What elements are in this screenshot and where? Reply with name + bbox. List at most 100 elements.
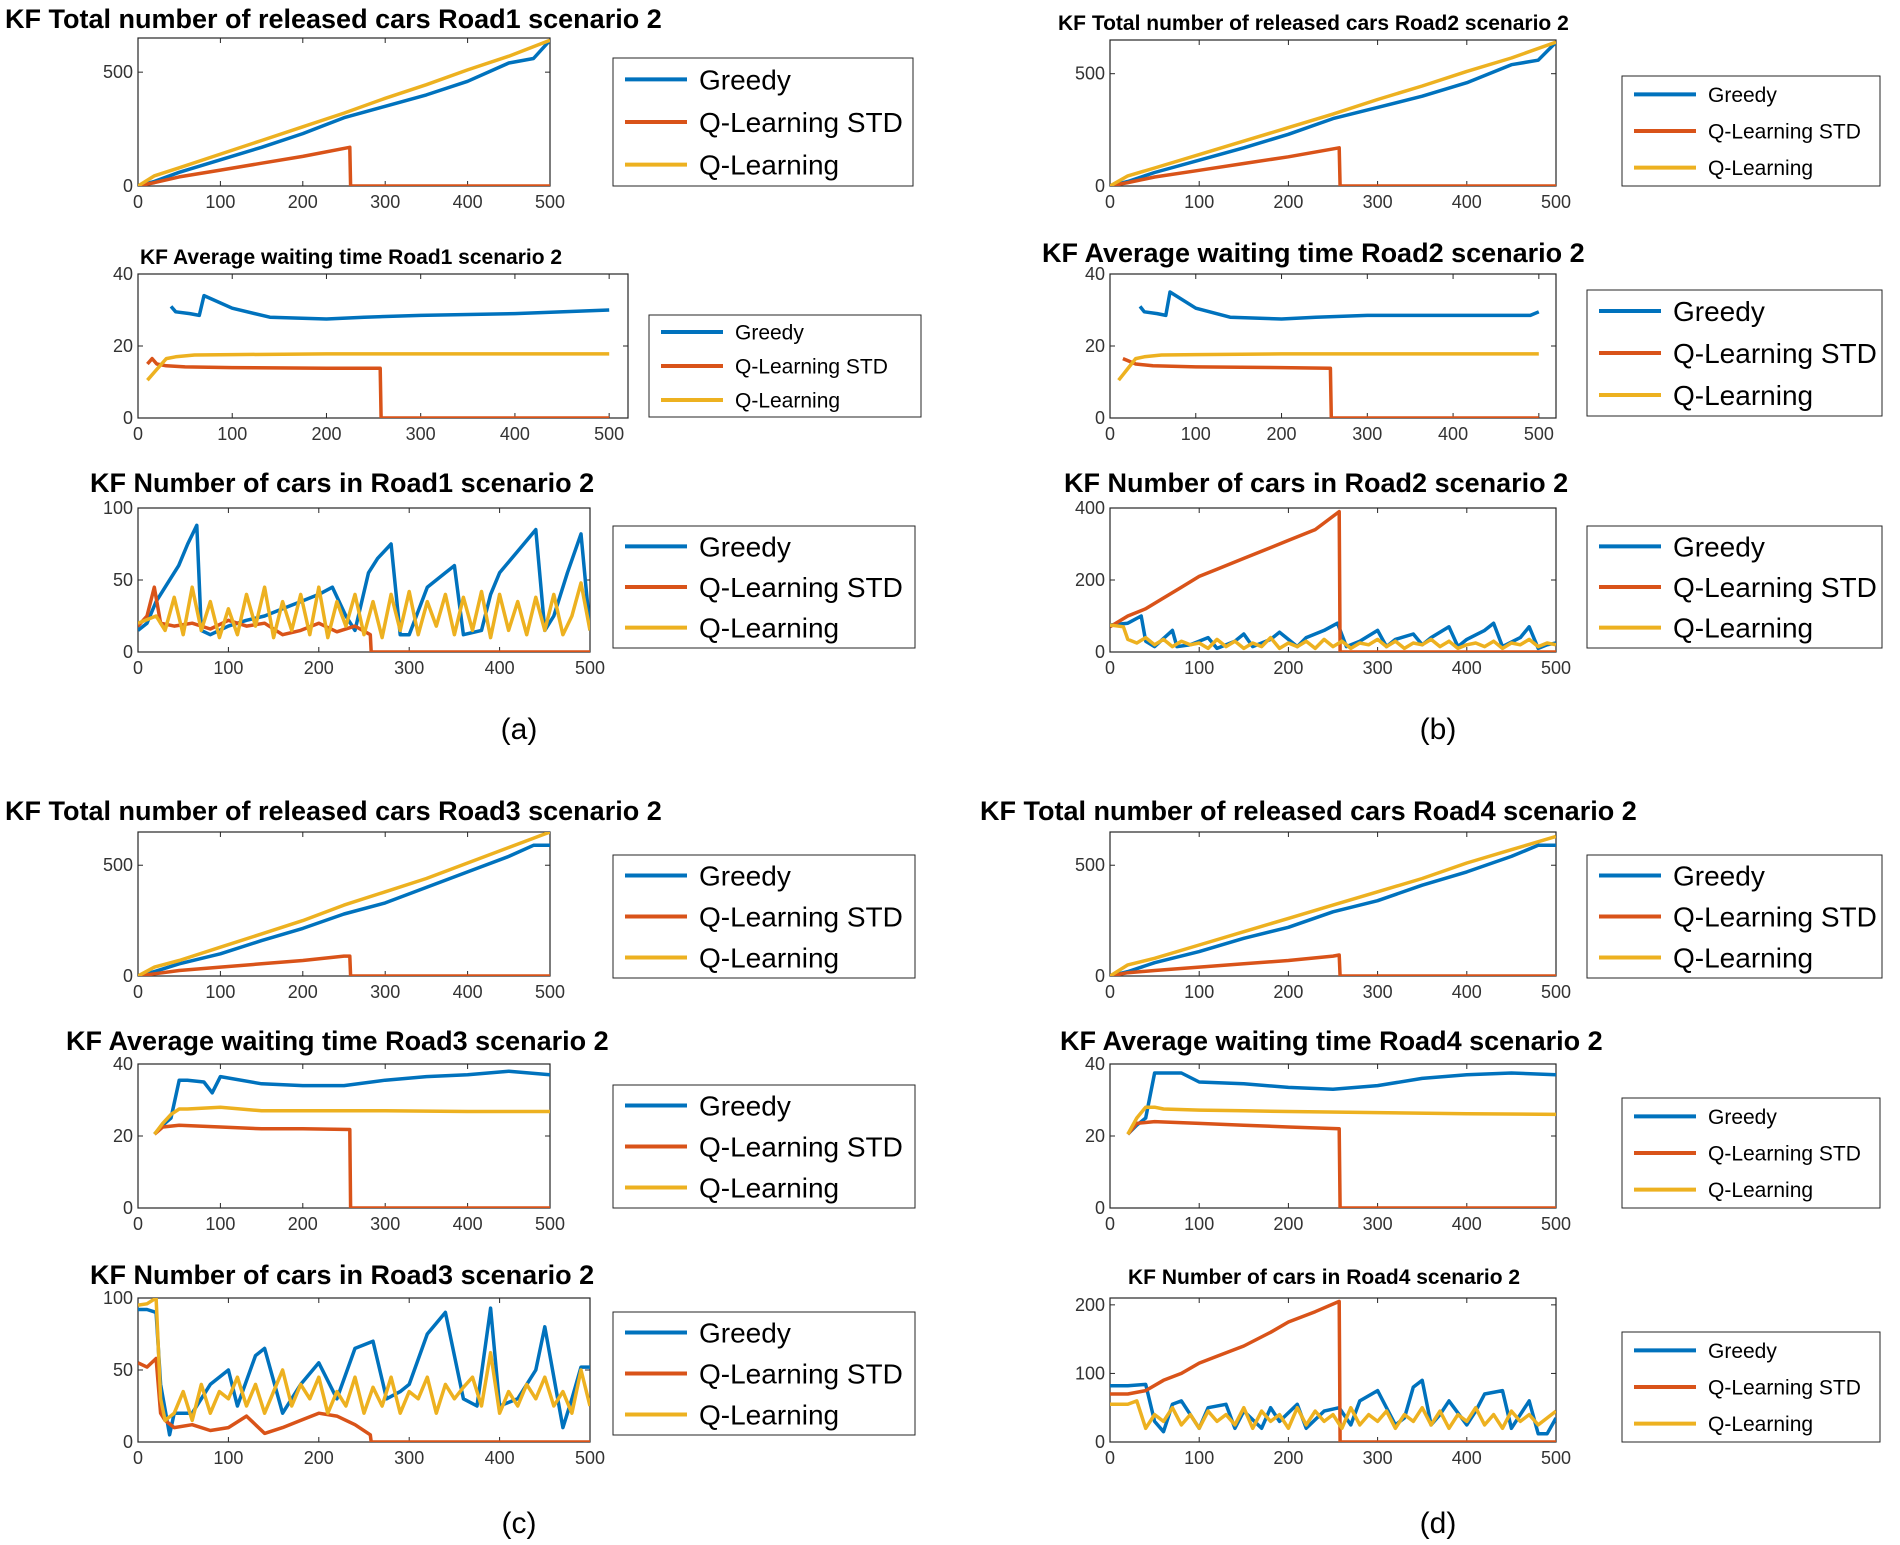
legend: Greedy Q-Learning STD Q-Learning xyxy=(1621,75,1881,187)
series-line-q-learning xyxy=(1110,623,1556,651)
y-tick-label: 500 xyxy=(1075,855,1105,875)
legend: Greedy Q-Learning STD Q-Learning xyxy=(1621,1331,1881,1443)
y-tick-label: 40 xyxy=(1085,1054,1105,1074)
series-line-q-learning xyxy=(1110,40,1556,186)
series-line-q-learning-std xyxy=(138,1356,590,1442)
legend-label: Q-Learning xyxy=(1708,1413,1813,1436)
plot-area xyxy=(1109,1063,1557,1209)
y-tick-label: 0 xyxy=(1095,966,1105,986)
charts-layer: KF Total number of released cars Road1 s… xyxy=(5,4,1883,1468)
legend: Greedy Q-Learning STD Q-Learning xyxy=(612,1084,916,1209)
legend-label: Q-Learning xyxy=(1708,1179,1813,1202)
y-tick-label: 0 xyxy=(123,408,133,428)
x-tick-label: 0 xyxy=(1105,424,1115,444)
x-tick-label: 0 xyxy=(133,658,143,678)
legend-label: Greedy xyxy=(1673,861,1765,892)
caption-c: (c) xyxy=(502,1507,537,1540)
legend-label: Q-Learning STD xyxy=(735,356,888,379)
x-tick-label: 500 xyxy=(535,192,565,212)
captions-layer: (a) (b) (c) (d) xyxy=(501,713,1457,1540)
x-tick-label: 100 xyxy=(205,192,235,212)
x-tick-label: 0 xyxy=(133,1214,143,1234)
x-tick-label: 500 xyxy=(1541,1448,1571,1468)
x-tick-label: 0 xyxy=(133,982,143,1002)
x-tick-label: 200 xyxy=(1273,1448,1303,1468)
x-tick-label: 300 xyxy=(370,982,400,1002)
series-line-q-learning xyxy=(138,832,550,976)
chart-title: KF Average waiting time Road2 scenario 2 xyxy=(1042,238,1585,268)
series-line-q-learning xyxy=(138,1298,590,1423)
plot-area xyxy=(137,273,629,419)
series-line-q-learning-std xyxy=(1122,356,1539,418)
caption-d: (d) xyxy=(1420,1507,1457,1540)
x-tick-label: 200 xyxy=(288,982,318,1002)
x-tick-label: 100 xyxy=(213,658,243,678)
series-line-q-learning xyxy=(153,1105,550,1136)
chart-title: KF Average waiting time Road1 scenario 2 xyxy=(140,246,562,269)
series-line-greedy xyxy=(1110,843,1556,976)
y-tick-label: 400 xyxy=(1075,498,1105,518)
series-line-q-learning-std xyxy=(146,356,610,418)
chart-title: KF Number of cars in Road1 scenario 2 xyxy=(90,468,594,498)
chart-6: KF Number of cars in Road2 scenario 2 0 10… xyxy=(1064,468,1883,678)
x-tick-label: 300 xyxy=(1363,982,1393,1002)
legend-label: Q-Learning STD xyxy=(699,1359,903,1390)
y-tick-label: 500 xyxy=(103,855,133,875)
series-line-greedy xyxy=(138,523,590,637)
chart-title: KF Total number of released cars Road3 s… xyxy=(5,796,662,826)
legend-label: Q-Learning STD xyxy=(699,107,903,138)
series-line-greedy xyxy=(1138,290,1540,321)
plot-area xyxy=(1109,273,1557,419)
y-tick-label: 0 xyxy=(123,1432,133,1452)
legend-label: Q-Learning xyxy=(699,1173,839,1204)
x-tick-label: 500 xyxy=(1541,982,1571,1002)
chart-10: KF Total number of released cars Road4 s… xyxy=(980,796,1883,1002)
series-line-q-learning-std xyxy=(1126,1119,1556,1208)
chart-4: KF Total number of released cars Road2 s… xyxy=(1058,12,1881,212)
legend-label: Q-Learning STD xyxy=(699,1132,903,1163)
x-tick-label: 100 xyxy=(1184,982,1214,1002)
legend-label: Q-Learning STD xyxy=(699,572,903,603)
legend-label: Greedy xyxy=(1708,1340,1777,1363)
series-line-q-learning xyxy=(138,581,590,640)
legend-label: Greedy xyxy=(735,322,804,345)
x-tick-label: 100 xyxy=(1184,658,1214,678)
legend: Greedy Q-Learning STD Q-Learning xyxy=(612,525,916,649)
series-line-greedy xyxy=(1110,614,1556,651)
legend: Greedy Q-Learning STD Q-Learning xyxy=(612,57,914,187)
x-tick-label: 200 xyxy=(1267,424,1297,444)
x-tick-label: 0 xyxy=(133,192,143,212)
plot-area xyxy=(137,1297,591,1443)
chart-3: KF Number of cars in Road1 scenario 2 0 10… xyxy=(90,468,916,678)
chart-title: KF Total number of released cars Road4 s… xyxy=(980,796,1637,826)
y-tick-label: 40 xyxy=(113,1054,133,1074)
chart-title: KF Number of cars in Road3 scenario 2 xyxy=(90,1260,594,1290)
plot-area xyxy=(1109,507,1557,653)
x-tick-label: 200 xyxy=(1273,1214,1303,1234)
y-tick-label: 20 xyxy=(1085,1126,1105,1146)
series-line-greedy xyxy=(138,843,550,976)
series-line-q-learning xyxy=(1117,352,1539,382)
x-tick-label: 400 xyxy=(500,424,530,444)
legend-label: Greedy xyxy=(699,861,791,892)
y-tick-label: 0 xyxy=(123,1198,133,1218)
x-tick-label: 300 xyxy=(394,658,424,678)
chart-12: KF Number of cars in Road4 scenario 2 0 10… xyxy=(1075,1266,1881,1468)
x-tick-label: 500 xyxy=(1541,658,1571,678)
y-tick-label: 20 xyxy=(113,336,133,356)
caption-b: (b) xyxy=(1420,713,1457,746)
y-tick-label: 100 xyxy=(1075,1363,1105,1383)
x-tick-label: 200 xyxy=(304,1448,334,1468)
series-line-q-learning-std xyxy=(1110,1299,1556,1442)
y-tick-label: 500 xyxy=(103,62,133,82)
legend-label: Q-Learning xyxy=(699,150,839,181)
x-tick-label: 100 xyxy=(1181,424,1211,444)
x-tick-label: 500 xyxy=(1541,192,1571,212)
legend-label: Greedy xyxy=(1673,296,1765,327)
legend: Greedy Q-Learning STD Q-Learning xyxy=(612,1311,916,1436)
x-tick-label: 200 xyxy=(288,192,318,212)
x-tick-label: 300 xyxy=(1363,658,1393,678)
chart-11: KF Average waiting time Road4 scenario 2… xyxy=(1060,1026,1881,1234)
